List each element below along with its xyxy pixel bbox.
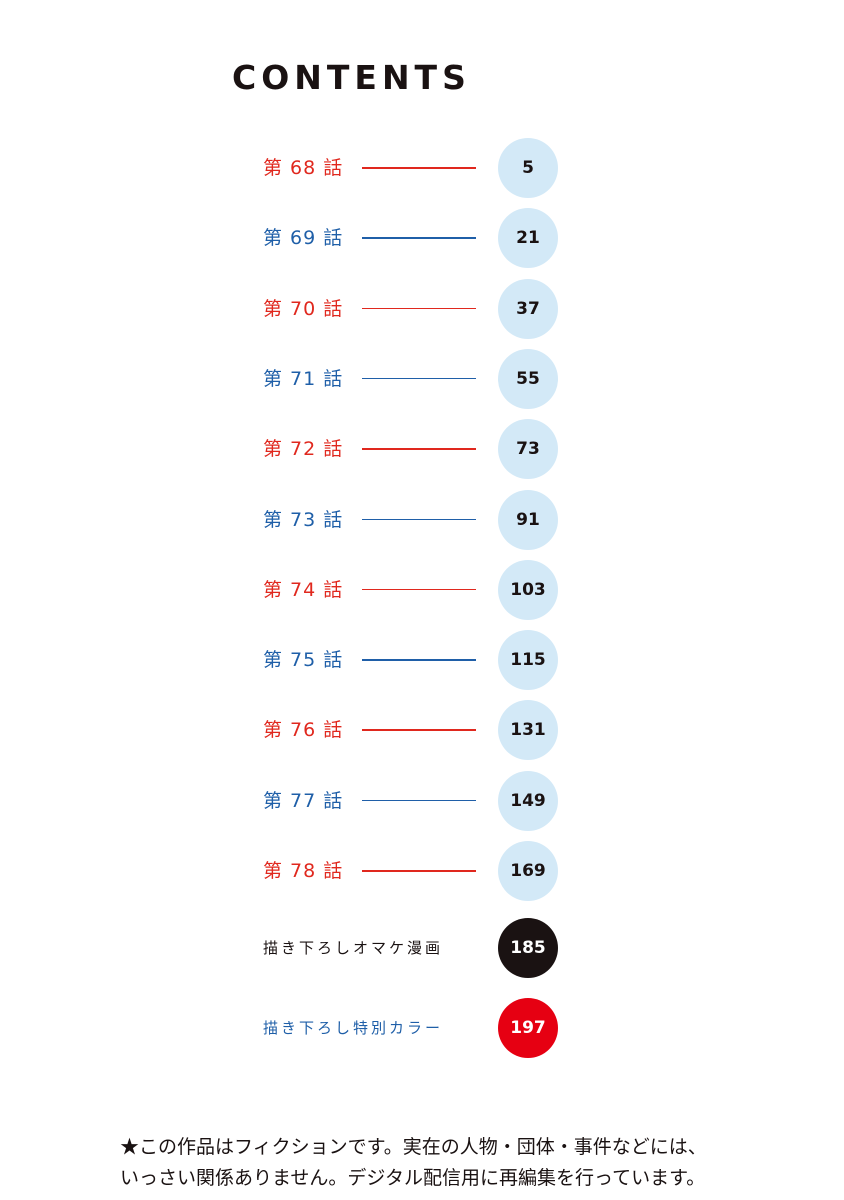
toc-extra-entry[interactable]: 描き下ろし特別カラー 197 (0, 998, 844, 1058)
disclaimer-note: ★この作品はフィクションです。実在の人物・団体・事件などには、 いっさい関係あり… (120, 1132, 707, 1194)
page-number-badge: 5 (498, 138, 558, 198)
page-number-badge: 37 (498, 278, 558, 339)
disclaimer-line-1: ★この作品はフィクションです。実在の人物・団体・事件などには、 (120, 1136, 707, 1158)
toc-entry[interactable]: 第 70 話 37 (0, 278, 844, 339)
toc-entry[interactable]: 第 77 話 149 (0, 770, 844, 831)
leader-line (362, 448, 476, 450)
page-number-badge: 131 (498, 700, 558, 761)
toc-entry[interactable]: 第 78 話 169 (0, 841, 844, 901)
chapter-label: 第 71 話 (263, 367, 344, 390)
leader-line (362, 167, 476, 169)
chapter-label: 第 77 話 (263, 789, 344, 812)
chapter-label: 第 78 話 (263, 860, 344, 882)
page-number-badge: 115 (498, 630, 558, 691)
leader-line (362, 307, 476, 310)
leader-line (362, 870, 476, 872)
toc-entry[interactable]: 第 72 話 73 (0, 419, 844, 480)
disclaimer-line-2: いっさい関係ありません。デジタル配信用に再編集を行っています。 (120, 1167, 706, 1189)
toc-entry[interactable]: 第 76 話 131 (0, 700, 844, 761)
chapter-label: 第 73 話 (263, 508, 344, 531)
extra-label: 描き下ろしオマケ漫画 (263, 939, 444, 957)
toc-entry[interactable]: 第 74 話 103 (0, 559, 844, 620)
chapter-label: 第 68 話 (263, 157, 344, 179)
page-number-badge: 91 (498, 489, 558, 550)
chapter-label: 第 72 話 (263, 438, 344, 461)
leader-line (362, 799, 476, 802)
leader-line (362, 588, 476, 591)
chapter-label: 第 75 話 (263, 649, 344, 672)
leader-line (362, 729, 476, 731)
leader-line (362, 659, 476, 661)
chapter-label: 第 76 話 (263, 719, 344, 742)
page-number-badge: 21 (498, 208, 558, 269)
extra-label: 描き下ろし特別カラー (263, 1019, 444, 1037)
toc-extra-entry[interactable]: 描き下ろしオマケ漫画 185 (0, 918, 844, 978)
page-number-badge: 149 (498, 770, 558, 831)
leader-line (362, 377, 476, 380)
page-number-badge: 73 (498, 419, 558, 480)
toc-entry[interactable]: 第 68 話 5 (0, 138, 844, 198)
page-number-badge: 197 (498, 998, 558, 1058)
page-number-badge: 169 (498, 841, 558, 901)
page-number-badge: 103 (498, 559, 558, 620)
leader-line (362, 518, 476, 520)
toc-entry[interactable]: 第 75 話 115 (0, 630, 844, 691)
page-title: CONTENTS (232, 58, 471, 97)
toc-entry[interactable]: 第 71 話 55 (0, 348, 844, 409)
toc-entry[interactable]: 第 69 話 21 (0, 208, 844, 269)
page-number-badge: 185 (498, 918, 558, 978)
page-number-badge: 55 (498, 348, 558, 409)
leader-line (362, 237, 476, 239)
chapter-label: 第 70 話 (263, 297, 344, 320)
chapter-label: 第 69 話 (263, 227, 344, 250)
toc-entry[interactable]: 第 73 話 91 (0, 489, 844, 550)
chapter-label: 第 74 話 (263, 578, 344, 601)
